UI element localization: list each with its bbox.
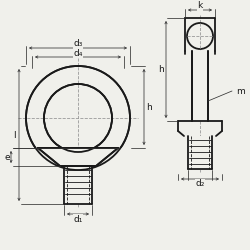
Text: d₂: d₂ — [195, 180, 205, 188]
Text: m: m — [236, 86, 245, 96]
Polygon shape — [21, 148, 135, 175]
Circle shape — [187, 23, 213, 49]
Text: d₄: d₄ — [73, 48, 83, 58]
Text: h: h — [146, 102, 152, 112]
Bar — [188, 136, 212, 169]
Bar — [64, 166, 92, 204]
Text: h: h — [158, 65, 164, 74]
Bar — [192, 51, 208, 121]
Circle shape — [44, 84, 112, 152]
Polygon shape — [38, 148, 118, 166]
Text: d₃: d₃ — [73, 40, 83, 48]
Text: k: k — [198, 2, 202, 11]
Text: e: e — [4, 152, 10, 162]
Text: d₁: d₁ — [73, 214, 83, 224]
Text: l: l — [13, 130, 15, 140]
